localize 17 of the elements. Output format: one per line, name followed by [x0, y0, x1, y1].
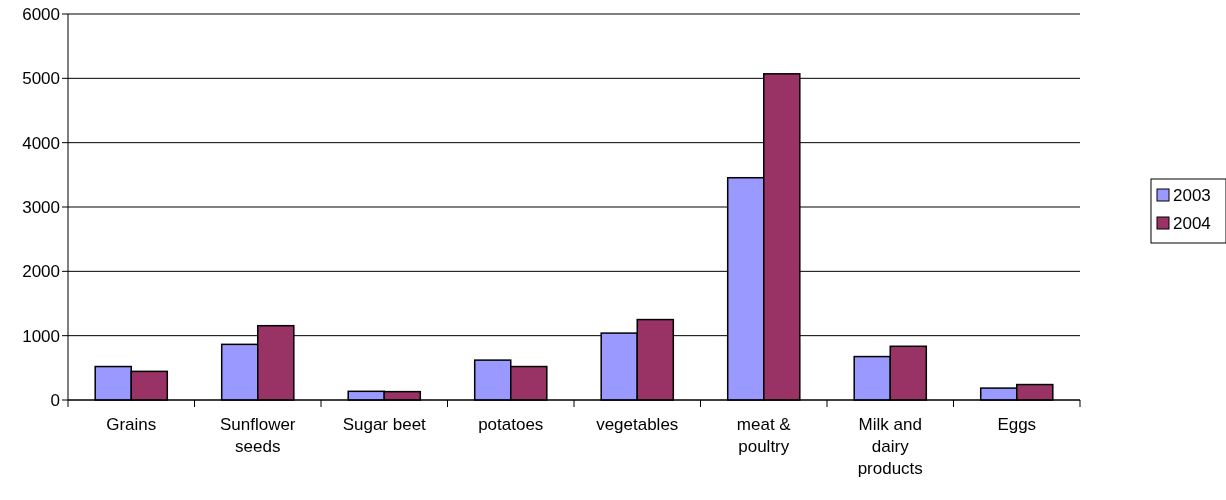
x-tick-label: meat & poultry	[736, 415, 792, 456]
y-tick-label: 2000	[22, 262, 60, 282]
x-tick-label: Grains	[106, 415, 157, 434]
y-tick-label: 3000	[22, 197, 60, 217]
x-tick-label: Sugar beet	[342, 415, 427, 434]
legend-label: 2004	[1173, 213, 1211, 233]
legend-label: 2003	[1173, 185, 1211, 205]
x-tick-label: potatoes	[478, 415, 544, 434]
x-tick-label: Milk and dairy products	[857, 415, 923, 478]
y-tick-label: 6000	[22, 4, 60, 24]
y-tick-label: 0	[50, 390, 60, 410]
x-tick-label: Eggs	[997, 415, 1037, 434]
x-tick-label: Sunflower seeds	[219, 415, 296, 456]
y-tick-label: 5000	[22, 69, 60, 89]
y-tick-label: 1000	[22, 326, 60, 346]
x-tick-label: vegetables	[596, 415, 679, 434]
y-tick-label: 4000	[22, 133, 60, 153]
